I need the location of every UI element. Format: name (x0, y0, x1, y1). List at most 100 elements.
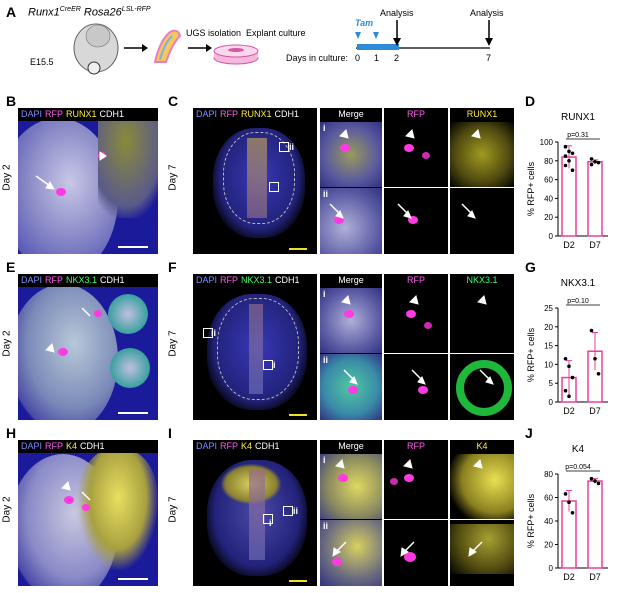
tile-title-merge: Merge (320, 440, 382, 453)
bar (587, 480, 603, 569)
y-tick-label: 40 (544, 517, 553, 526)
tam-label: Tam (355, 18, 374, 28)
tam-arrowhead-1 (355, 32, 361, 39)
panel-label-f: F (168, 259, 177, 275)
y-tick-label: 80 (544, 157, 553, 166)
explant-culture-label: Explant culture (246, 28, 306, 38)
panel-label-i: I (168, 425, 172, 441)
tile-title-merge: Merge (320, 274, 382, 287)
y-tick-label: 20 (544, 213, 553, 222)
data-point (570, 151, 575, 156)
panel-label-a: A (6, 4, 17, 20)
panel-label-e: E (6, 259, 16, 275)
y-tick-label: 0 (549, 564, 554, 573)
tile-title-rfp: RFP (384, 274, 448, 287)
tick-2: 2 (394, 53, 400, 63)
channel-legend-i: DAPI RFP K4 CDH1 (193, 440, 317, 453)
micrograph-e-nkx-day2: DAPI RFP NKX3.1 CDH1 (18, 274, 158, 420)
channel-legend-b: DAPI RFP RUNX1 CDH1 (18, 108, 158, 121)
data-point (596, 481, 601, 486)
panel-label-g: G (525, 259, 536, 275)
data-point (563, 388, 568, 393)
data-point (593, 159, 597, 164)
data-point (570, 510, 575, 515)
y-tick-label: 60 (544, 176, 553, 185)
y-tick-label: 20 (544, 323, 553, 332)
x-tick-label: D7 (589, 572, 601, 582)
ugs-isolation-label: UGS isolation (186, 28, 242, 38)
inset-column-rfp: RFP (384, 108, 448, 254)
p-value-annotation: p=0.31 (567, 132, 589, 139)
data-point (589, 328, 594, 333)
y-tick-label: 10 (544, 360, 553, 369)
data-point (570, 168, 575, 172)
tile-title-k4: K4 (450, 440, 514, 453)
data-point (593, 356, 597, 361)
data-point (589, 162, 594, 167)
tick-7: 7 (486, 53, 492, 63)
data-point (596, 372, 601, 376)
y-tick-label: 100 (540, 138, 554, 147)
channel-legend-f: DAPI RFP NKX3.1 CDH1 (193, 274, 317, 287)
y-tick-label: 0 (549, 232, 554, 241)
scale-bar (289, 248, 307, 250)
y-tick-label: 40 (544, 194, 553, 203)
panel-label-b: B (6, 93, 17, 109)
tile-title-nkx: NKX3.1 (450, 274, 514, 287)
micrograph-b-runx1-day2: DAPI RFP RUNX1 CDH1 (18, 108, 158, 254)
scale-bar (289, 414, 307, 416)
chart-j-k4: K4 p=0.054 0 20 40 60 80 % RFP+ cells D2 D7 (526, 444, 608, 582)
x-tick-label: D7 (589, 240, 601, 250)
schematic-diagram (73, 20, 493, 75)
inset-label-i: i (323, 455, 326, 465)
inset-column-rfp: RFP (384, 440, 448, 586)
scale-bar (118, 578, 148, 580)
p-value-annotation: p=0.054 (565, 464, 591, 471)
inset-column-rfp: RFP (384, 274, 448, 420)
inset-column-nkx: NKX3.1 (450, 274, 514, 420)
scale-bar (289, 580, 307, 582)
embryo-illustration (73, 23, 119, 75)
scale-bar (118, 246, 148, 248)
y-tick-label: 25 (544, 304, 553, 313)
data-point (567, 364, 571, 369)
tam-arrowhead-2 (373, 32, 379, 39)
y-tick-label: 0 (549, 398, 554, 407)
panel-label-j: J (525, 425, 533, 441)
data-point (596, 160, 601, 165)
micrograph-h-k4-day2: DAPI RFP K4 CDH1 (18, 440, 158, 586)
chart-g-nkx: NKX3.1 p=0.10 0 5 10 15 20 25 % RFP+ cells D2 D7 (526, 278, 608, 416)
x-tick-label: D2 (563, 572, 575, 582)
inset-column-runx1: RUNX1 (450, 108, 514, 254)
channel-legend-h: DAPI RFP K4 CDH1 (18, 440, 158, 453)
panel-label-h: H (6, 425, 17, 441)
bar (561, 156, 577, 237)
data-point (567, 500, 571, 504)
scale-bar (118, 412, 148, 414)
inset-column-merge: Merge i ii (320, 274, 382, 420)
analysis-label-1: Analysis (380, 8, 414, 18)
inset-label-ii: ii (323, 521, 329, 531)
inset-column-k4: K4 (450, 440, 514, 586)
y-axis-label: % RFP+ cells (526, 493, 536, 548)
tile-title-rfp: RFP (384, 440, 448, 453)
data-point (589, 476, 594, 481)
data-point (593, 479, 597, 483)
data-point (567, 149, 571, 154)
x-tick-label: D7 (589, 406, 601, 416)
micrograph-f-nkx-overview: ii i DAPI RFP NKX3.1 CDH1 (193, 274, 317, 420)
inset-column-merge: Merge i ii (320, 108, 382, 254)
panel-label-d: D (525, 93, 536, 109)
chart-d-runx1: RUNX1 p=0.31 0 20 40 60 80 100 % RFP+ cells D2 D7 (526, 112, 608, 250)
tile-title-runx1: RUNX1 (450, 108, 514, 121)
channel-legend-e: DAPI RFP NKX3.1 CDH1 (18, 274, 158, 287)
tamoxifen-bar (357, 44, 399, 50)
inset-label-ii: ii (323, 189, 329, 199)
y-tick-label: 20 (544, 541, 553, 550)
micrograph-i-k4-overview: ii i DAPI RFP K4 CDH1 (193, 440, 317, 586)
micrograph-c-runx1-overview: ii DAPI RFP RUNX1 CDH1 (193, 108, 317, 254)
x-tick-label: D2 (563, 240, 575, 250)
inset-label-ii: ii (289, 142, 295, 152)
analysis-label-2: Analysis (470, 8, 504, 18)
